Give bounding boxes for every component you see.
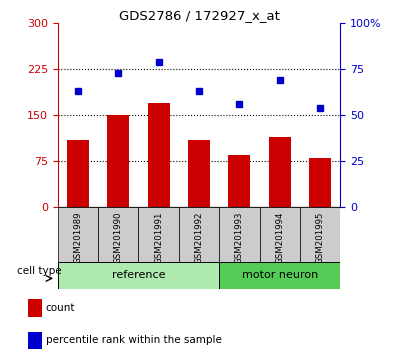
Text: GSM201993: GSM201993	[235, 211, 244, 264]
Bar	[58, 262, 219, 289]
Text: count: count	[46, 303, 75, 313]
Text: GSM201995: GSM201995	[316, 211, 325, 264]
Bar	[148, 103, 170, 207]
Text: reference: reference	[112, 270, 165, 280]
Text: GSM201990: GSM201990	[114, 211, 123, 264]
Bar	[58, 207, 98, 262]
Text: percentile rank within the sample: percentile rank within the sample	[46, 335, 222, 346]
Bar	[179, 207, 219, 262]
Text: GSM201992: GSM201992	[195, 211, 203, 264]
Bar	[67, 139, 89, 207]
Text: GSM201991: GSM201991	[154, 211, 163, 264]
Bar	[219, 262, 340, 289]
Text: GSM201994: GSM201994	[275, 211, 284, 264]
Bar	[309, 158, 331, 207]
Bar	[28, 332, 42, 349]
Bar	[139, 207, 179, 262]
Bar	[269, 137, 291, 207]
Bar	[188, 139, 210, 207]
Bar	[259, 207, 300, 262]
Text: motor neuron: motor neuron	[242, 270, 318, 280]
Bar	[28, 299, 42, 317]
Bar	[219, 207, 259, 262]
Text: GSM201989: GSM201989	[73, 211, 82, 264]
Bar	[300, 207, 340, 262]
Bar	[228, 155, 250, 207]
Bar	[98, 207, 139, 262]
Text: cell type: cell type	[18, 266, 62, 276]
Title: GDS2786 / 172927_x_at: GDS2786 / 172927_x_at	[119, 9, 279, 22]
Bar	[107, 115, 129, 207]
